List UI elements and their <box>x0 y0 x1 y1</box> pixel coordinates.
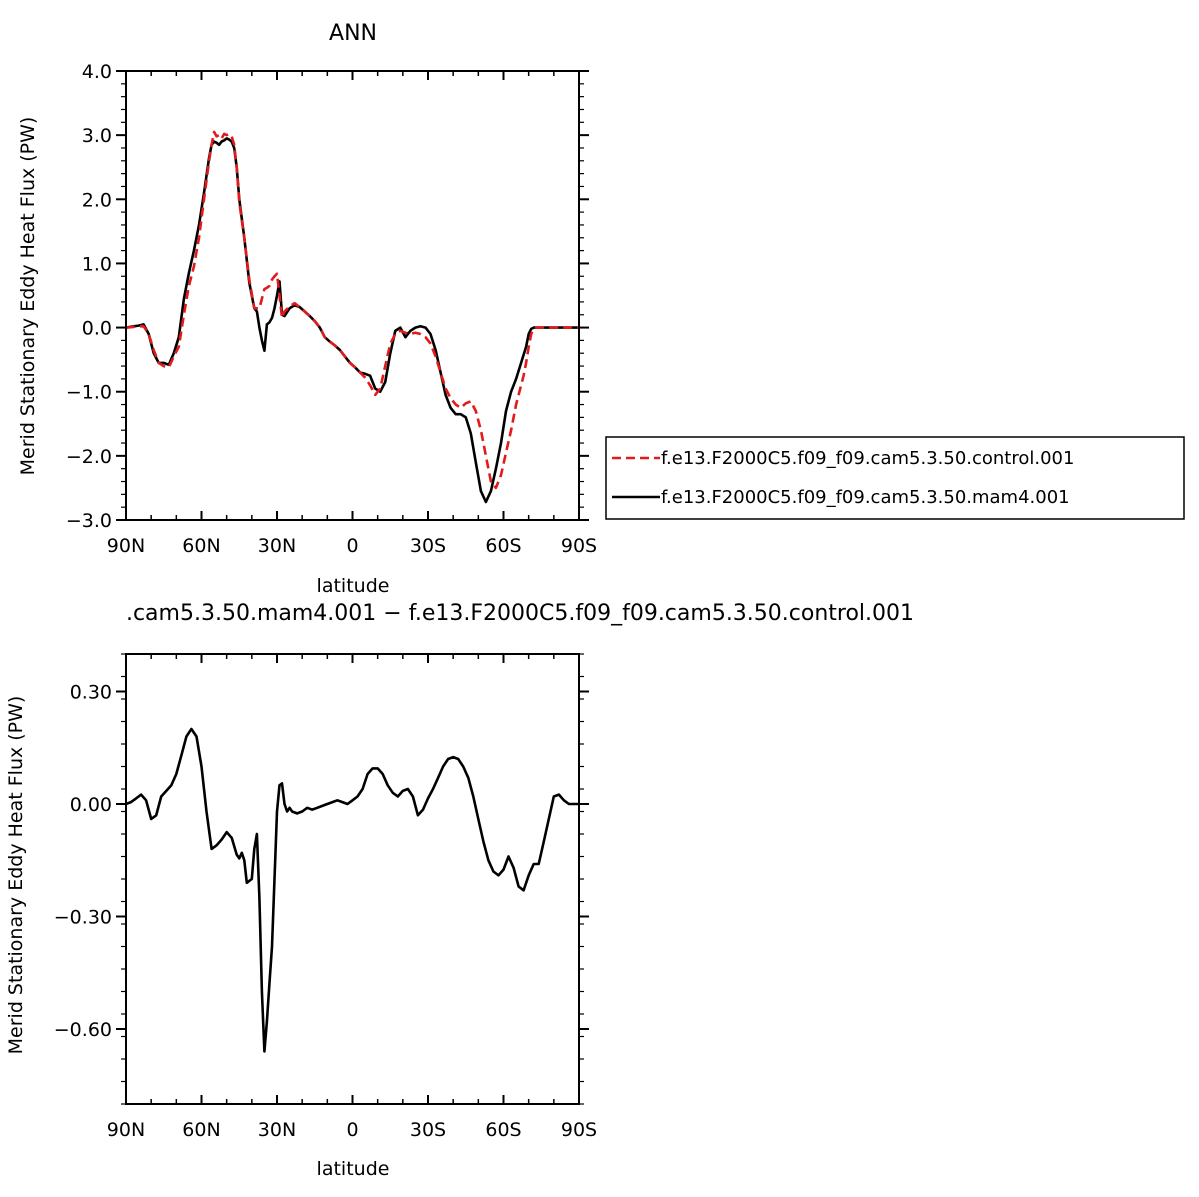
panel-top-frame <box>125 70 580 521</box>
panel-top-ytick-label: −3.0 <box>66 510 112 532</box>
panel-top-ytick-label: 0.0 <box>82 318 112 340</box>
panel-top-xtick-label: 30N <box>258 535 296 557</box>
panel-top-xtick-label: 30S <box>410 535 446 557</box>
panel-top-lines <box>125 130 579 504</box>
panel-bottom-xtick-label: 0 <box>346 1119 358 1141</box>
panel-bottom-xtick-label: 30S <box>410 1119 446 1141</box>
panel-bottom-xtick-label: 60N <box>182 1119 220 1141</box>
panel-top-xtick-label: 60N <box>182 535 220 557</box>
panel-bottom-lines <box>125 727 579 1053</box>
panel-top-title: ANN <box>329 21 377 46</box>
legend: f.e13.F2000C5.f09_f09.cam5.3.50.control.… <box>605 436 1185 520</box>
panel-top-ytick-label: 2.0 <box>82 189 112 211</box>
panel-top-xtick-label: 90S <box>561 535 597 557</box>
panel-bottom-ytick-label: −0.60 <box>54 1019 112 1041</box>
panel-top: ANN Merid Stationary Eddy Heat Flux (PW)… <box>17 21 597 597</box>
panel-bottom: .cam5.3.50.mam4.001 − f.e13.F2000C5.f09_… <box>5 601 914 1180</box>
panel-top-ylabel: Merid Stationary Eddy Heat Flux (PW) <box>17 117 39 476</box>
panel-bottom-ytick-label: 0.30 <box>70 682 112 704</box>
panel-top-series-0 <box>125 130 579 490</box>
panel-top-ytick-label: 4.0 <box>82 61 112 83</box>
legend-label-control: f.e13.F2000C5.f09_f09.cam5.3.50.control.… <box>661 448 1074 469</box>
panel-top-xtick-label: 60S <box>485 535 521 557</box>
panel-top-xtick-label: 0 <box>346 535 358 557</box>
panel-top-xlabel: latitude <box>317 575 390 597</box>
panel-bottom-ylabel: Merid Stationary Eddy Heat Flux (PW) <box>5 696 27 1055</box>
panel-top-series-1 <box>125 137 579 504</box>
panel-bottom-ytick-label: 0.00 <box>70 794 112 816</box>
panel-bottom-ticks: 90N 60N 30N 0 30S 60S 90S 0.30 0.00 −0.30 −0.60 <box>54 653 597 1141</box>
panel-top-ytick-label: −1.0 <box>66 382 112 404</box>
panel-bottom-ytick-label: −0.30 <box>54 907 112 929</box>
panel-top-ytick-label: −2.0 <box>66 446 112 468</box>
panel-bottom-xlabel: latitude <box>317 1158 390 1180</box>
legend-label-mam4: f.e13.F2000C5.f09_f09.cam5.3.50.mam4.001 <box>661 487 1070 508</box>
panel-bottom-xtick-label: 60S <box>485 1119 521 1141</box>
legend-box <box>605 436 1185 520</box>
panel-bottom-xtick-label: 30N <box>258 1119 296 1141</box>
panel-top-xtick-label: 90N <box>107 535 145 557</box>
panel-bottom-title: .cam5.3.50.mam4.001 − f.e13.F2000C5.f09_… <box>126 601 914 626</box>
panel-top-ytick-label: 1.0 <box>82 253 112 275</box>
panel-top-ticks: 90N 60N 30N 0 30S 60S 90S 4.0 3.0 2.0 1.0 0.0 −1.0 −2… <box>66 61 597 557</box>
panel-bottom-series-0 <box>125 727 579 1053</box>
panel-top-ytick-label: 3.0 <box>82 125 112 147</box>
panel-bottom-xtick-label: 90N <box>107 1119 145 1141</box>
panel-bottom-frame <box>125 653 580 1105</box>
panel-bottom-xtick-label: 90S <box>561 1119 597 1141</box>
